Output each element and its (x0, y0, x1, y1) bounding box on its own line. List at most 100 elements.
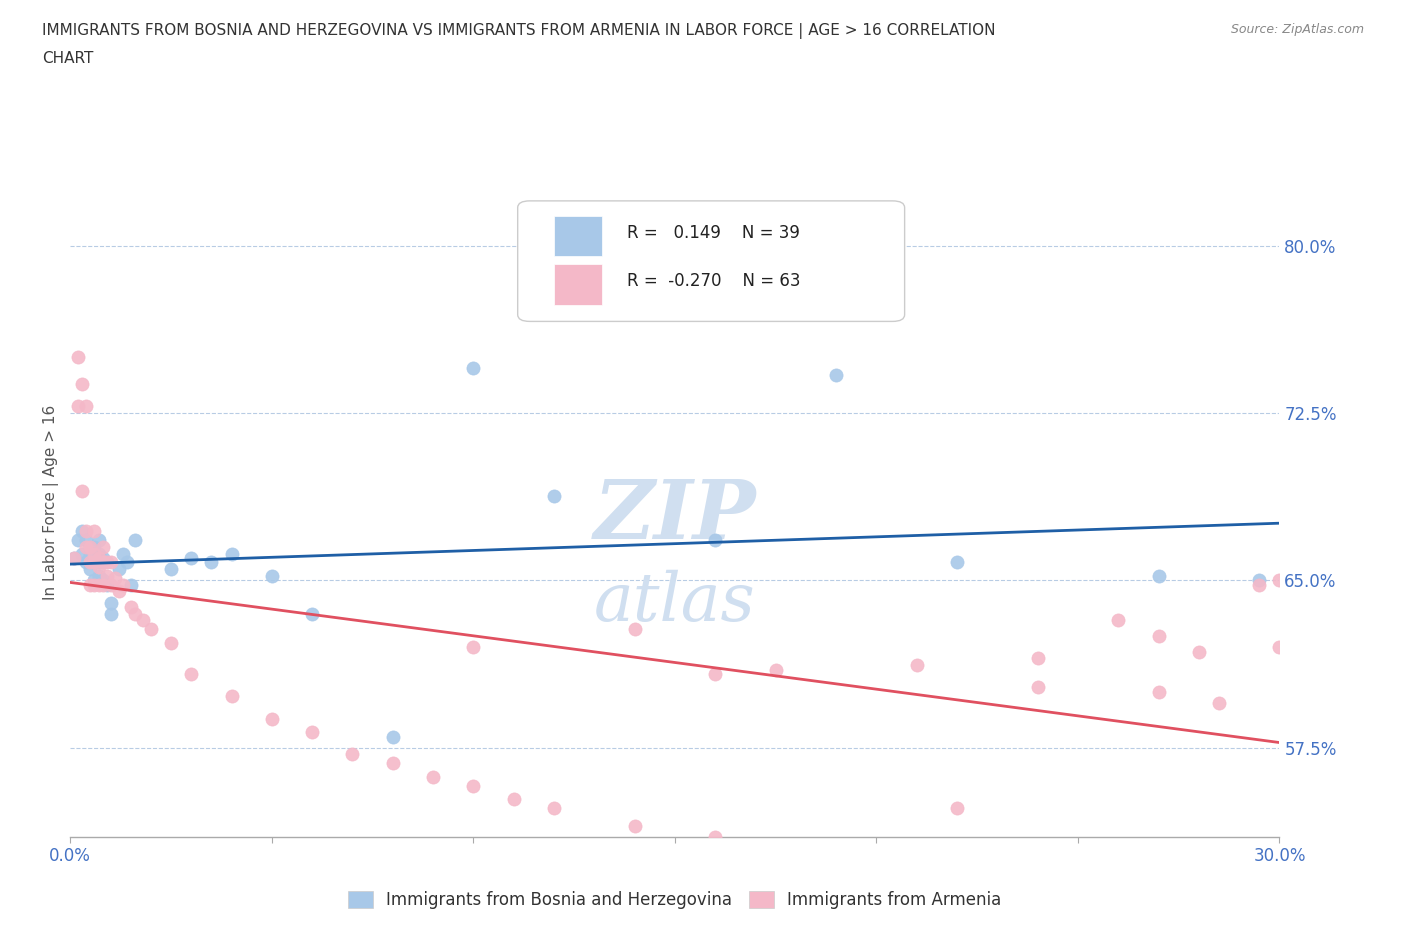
Point (221, 546, 243, 561)
Point (100, 555, 122, 570)
Point (180, 551, 202, 565)
Point (79, 555, 101, 570)
Point (1249, 578, 1271, 592)
Point (91, 551, 114, 565)
Point (75, 533, 97, 548)
Point (87, 578, 110, 592)
Point (785, 845, 807, 860)
Point (543, 801, 565, 816)
Point (865, 852, 887, 867)
Point (905, 658, 928, 672)
Y-axis label: In Labor Force | Age > 16: In Labor Force | Age > 16 (44, 405, 59, 600)
Point (260, 568, 283, 583)
Point (463, 778, 485, 793)
Point (704, 830, 727, 844)
Point (87, 560, 110, 575)
Point (79, 539, 101, 554)
Point (75, 399, 97, 414)
Point (83, 555, 105, 570)
Point (1026, 680, 1049, 695)
Point (422, 769, 444, 784)
Point (502, 791, 524, 806)
Point (72, 377, 94, 392)
Point (67, 350, 90, 365)
Point (100, 606, 122, 621)
Point (180, 667, 202, 682)
Point (91, 555, 114, 570)
Point (96, 555, 118, 570)
Point (111, 578, 134, 592)
Point (139, 622, 162, 637)
Point (381, 729, 404, 744)
Point (79, 562, 101, 577)
Point (1107, 613, 1129, 628)
Point (1147, 684, 1170, 699)
Point (115, 555, 138, 570)
Point (463, 361, 485, 376)
Point (221, 689, 243, 704)
Point (63, 551, 86, 565)
Text: R =   0.149    N = 39: R = 0.149 N = 39 (627, 224, 800, 242)
Point (381, 756, 404, 771)
Point (91, 573, 114, 588)
Point (200, 555, 222, 570)
Point (1268, 640, 1291, 655)
Point (107, 562, 129, 577)
Point (1208, 696, 1230, 711)
Point (946, 555, 969, 570)
Point (1249, 573, 1271, 588)
Point (104, 571, 127, 586)
Point (543, 488, 565, 503)
Point (91, 539, 114, 554)
Point (1147, 568, 1170, 583)
Point (87, 568, 110, 583)
Point (87, 533, 110, 548)
Point (72, 546, 94, 561)
Text: CHART: CHART (42, 51, 94, 66)
Point (100, 595, 122, 610)
Point (124, 606, 146, 621)
Point (96, 578, 118, 592)
Point (260, 711, 283, 726)
Point (83, 524, 105, 538)
Point (72, 524, 94, 538)
Point (83, 573, 105, 588)
Point (301, 606, 323, 621)
Point (87, 555, 110, 570)
Point (83, 555, 105, 570)
Text: Source: ZipAtlas.com: Source: ZipAtlas.com (1230, 23, 1364, 36)
Text: IMMIGRANTS FROM BOSNIA AND HERZEGOVINA VS IMMIGRANTS FROM ARMENIA IN LABOR FORCE: IMMIGRANTS FROM BOSNIA AND HERZEGOVINA V… (42, 23, 995, 39)
Point (83, 539, 105, 554)
Point (87, 546, 110, 561)
Point (75, 555, 97, 570)
Point (825, 367, 848, 382)
Point (1268, 573, 1291, 588)
Point (342, 747, 364, 762)
Point (946, 801, 969, 816)
FancyBboxPatch shape (554, 264, 602, 305)
Point (1026, 651, 1049, 666)
Point (75, 524, 97, 538)
Point (124, 533, 146, 548)
Point (79, 578, 101, 592)
Point (83, 546, 105, 561)
Point (1147, 629, 1170, 644)
Text: ZIP: ZIP (593, 475, 756, 555)
Point (63, 551, 86, 565)
Point (160, 635, 183, 650)
Point (301, 724, 323, 739)
Point (623, 818, 645, 833)
Point (111, 546, 134, 561)
Point (96, 568, 118, 583)
Point (765, 662, 787, 677)
Point (67, 533, 90, 548)
Text: atlas: atlas (593, 570, 756, 635)
FancyBboxPatch shape (554, 217, 602, 257)
Point (67, 399, 90, 414)
Point (160, 562, 183, 577)
Point (1188, 644, 1211, 659)
Point (120, 578, 142, 592)
Point (107, 584, 129, 599)
Point (704, 533, 727, 548)
Point (623, 622, 645, 637)
